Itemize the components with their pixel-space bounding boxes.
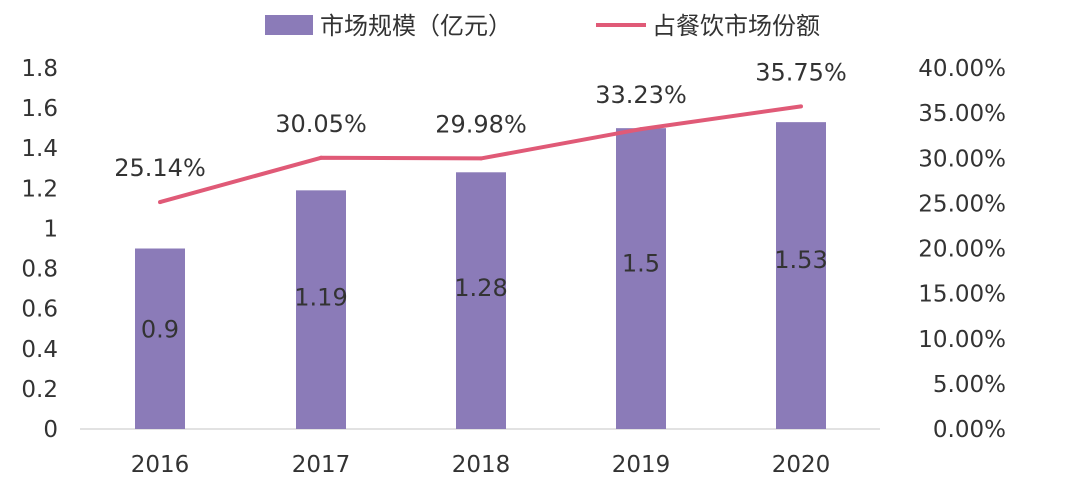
line-value-label: 30.05% [275, 110, 367, 138]
left-tick-label: 1.6 [21, 96, 58, 122]
line-point [799, 104, 803, 109]
bar-value-label: 0.9 [141, 316, 179, 344]
left-tick-label: 0 [43, 417, 58, 443]
line-value-label: 29.98% [435, 110, 527, 138]
line-point [639, 127, 643, 132]
left-axis-ticks: 0 0.2 0.4 0.6 0.8 1 1.2 1.4 1.6 1.8 [21, 56, 58, 443]
left-tick-label: 0.6 [21, 297, 58, 323]
bar-value-label: 1.5 [622, 250, 660, 278]
legend-label-bar: 市场规模（亿元） [320, 12, 512, 40]
line-value-label: 25.14% [114, 154, 206, 182]
x-tick-label: 2020 [772, 452, 831, 478]
line-labels: 25.14% 30.05% 29.98% 33.23% 35.75% [114, 58, 847, 182]
x-axis-ticks: 2016 2017 2018 2019 2020 [131, 452, 831, 478]
legend: 市场规模（亿元） 占餐饮市场份额 [265, 12, 820, 40]
x-tick-label: 2019 [612, 452, 671, 478]
bar [456, 172, 506, 430]
bar-labels: 0.9 1.19 1.28 1.5 1.53 [141, 246, 828, 343]
right-tick-label: 25.00% [918, 191, 1006, 217]
right-tick-label: 10.00% [918, 327, 1006, 353]
bar [616, 128, 666, 429]
bar-value-label: 1.19 [294, 284, 347, 312]
bar-value-label: 1.53 [774, 246, 827, 274]
right-tick-label: 0.00% [933, 417, 1006, 443]
left-tick-label: 1.4 [21, 136, 58, 162]
legend-swatch-bar [265, 15, 313, 35]
left-tick-label: 0.2 [21, 377, 58, 403]
right-tick-label: 20.00% [918, 237, 1006, 263]
left-tick-label: 0.4 [21, 337, 58, 363]
legend-label-line: 占餐饮市场份额 [652, 12, 820, 40]
line-point [479, 156, 483, 161]
left-tick-label: 1.2 [21, 176, 58, 202]
line-value-label: 33.23% [595, 81, 687, 109]
left-tick-label: 1 [43, 216, 58, 242]
bars [135, 122, 826, 430]
right-tick-label: 15.00% [918, 282, 1006, 308]
left-tick-label: 0.8 [21, 257, 58, 283]
line-value-label: 35.75% [755, 58, 847, 86]
x-tick-label: 2017 [292, 452, 351, 478]
right-tick-label: 5.00% [933, 372, 1006, 398]
bar-value-label: 1.28 [454, 274, 507, 302]
bar [776, 122, 826, 430]
x-tick-label: 2018 [452, 452, 511, 478]
x-tick-label: 2016 [131, 452, 190, 478]
bar [135, 248, 185, 429]
left-tick-label: 1.8 [21, 56, 58, 82]
right-tick-label: 40.00% [918, 56, 1006, 82]
bar [296, 190, 346, 429]
line-point [158, 200, 162, 205]
line-point [319, 155, 323, 160]
right-tick-label: 30.00% [918, 146, 1006, 172]
right-tick-label: 35.00% [918, 101, 1006, 127]
line-series [158, 104, 803, 205]
right-axis-ticks: 0.00% 5.00% 10.00% 15.00% 20.00% 25.00% 30.00%… [918, 56, 1006, 443]
